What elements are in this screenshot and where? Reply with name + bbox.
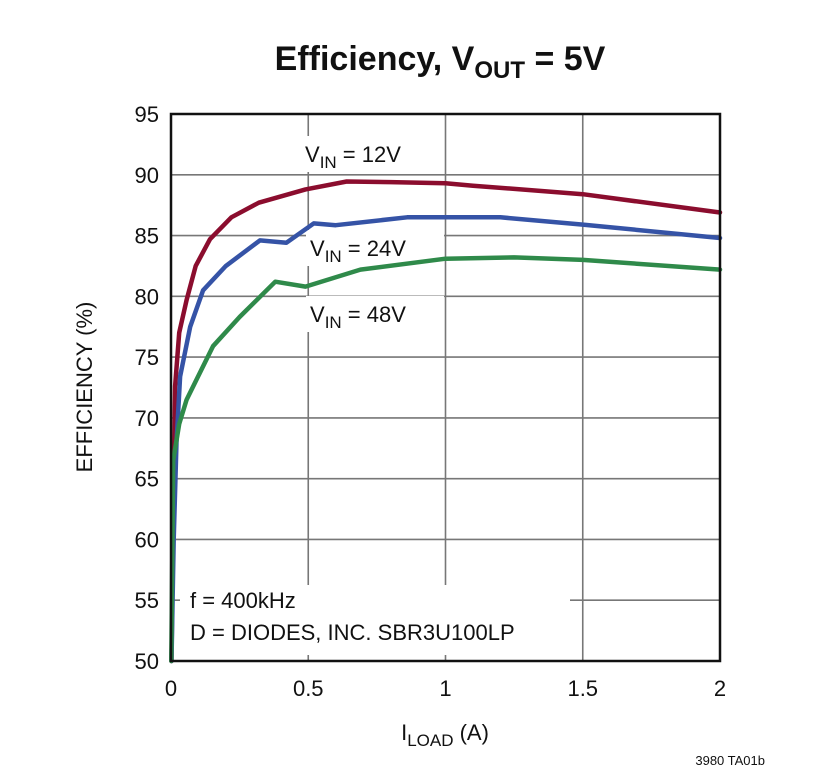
x-tick-label: 0 [165,676,177,701]
series-label: VIN = 48V [310,302,406,332]
y-tick-label: 75 [135,345,159,370]
y-tick-label: 60 [135,527,159,552]
series-group [169,179,723,664]
y-tick-label: 50 [135,649,159,674]
series-line-24v [169,215,723,664]
series-label: VIN = 12V [305,142,401,172]
y-tick-label: 70 [135,406,159,431]
label-masks [180,136,570,655]
figure-id: 3980 TA01b [695,753,765,768]
annotation-diode: D = DIODES, INC. SBR3U100LP [190,620,515,645]
y-tick-label: 85 [135,224,159,249]
y-tick-label: 65 [135,467,159,492]
x-tick-label: 2 [714,676,726,701]
x-tick-label: 0.5 [293,676,324,701]
annotation-mask [180,585,570,655]
y-tick-label: 80 [135,284,159,309]
grid [170,113,721,662]
y-tick-label: 90 [135,163,159,188]
tick-labels: 0 0.5 1 1.5 2 50 55 60 65 70 75 80 85 90 95 [135,102,727,701]
series-line-12v [169,179,723,664]
plot-frame [169,112,722,663]
series-labels: VIN = 12V VIN = 24V VIN = 48V [305,142,406,332]
y-tick-label: 95 [135,102,159,127]
chart-title: Efficiency, VOUT = 5V [275,40,606,84]
y-axis-label: EFFICIENCY (%) [72,302,97,473]
y-tick-label: 55 [135,588,159,613]
series-label-mask [306,296,444,332]
x-axis-label: ILOAD (A) [401,720,489,750]
series-label-mask [301,136,439,172]
series-label: VIN = 24V [310,236,406,266]
annotation-frequency: f = 400kHz [190,588,296,613]
x-tick-label: 1 [439,676,451,701]
series-line-48v [169,255,723,664]
x-tick-label: 1.5 [567,676,598,701]
